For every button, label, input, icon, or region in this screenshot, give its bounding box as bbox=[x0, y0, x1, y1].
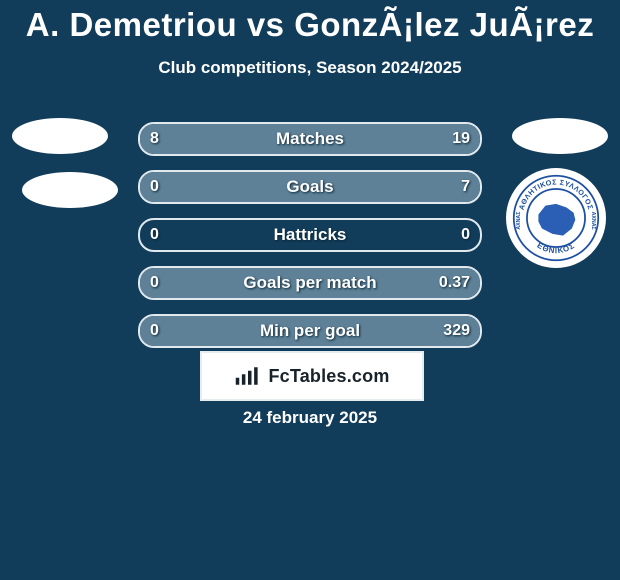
badge-text-left: ΑΧΝΑΣ bbox=[516, 212, 522, 230]
stat-value-left: 0 bbox=[150, 268, 159, 298]
stat-bar: Min per goal0 329 bbox=[138, 314, 482, 348]
stat-bar: Goals0 7 bbox=[138, 170, 482, 204]
stat-label: Goals bbox=[140, 172, 480, 202]
stat-value-left: 0 bbox=[150, 220, 159, 250]
stat-value-left: 0 bbox=[150, 316, 159, 346]
stat-value-right: 329 bbox=[443, 316, 470, 346]
club-right-badge: ΑΘΛΗΤΙΚΟΣ ΣΥΛΛΟΓΟΣ ΕΘΝΙΚΟΣ ΑΧΝΑΣ ΑΧΝΑΣ bbox=[506, 168, 606, 268]
page-title: A. Demetriou vs GonzÃ¡lez JuÃ¡rez bbox=[0, 0, 620, 44]
stat-value-left: 0 bbox=[150, 172, 159, 202]
stat-bar: Hattricks0 0 bbox=[138, 218, 482, 252]
stat-value-right: 7 bbox=[461, 172, 470, 202]
stat-label: Hattricks bbox=[140, 220, 480, 250]
badge-text-right: ΑΧΝΑΣ bbox=[590, 212, 596, 230]
page-subtitle: Club competitions, Season 2024/2025 bbox=[0, 58, 620, 78]
stat-value-right: 19 bbox=[452, 124, 470, 154]
player-right-avatar bbox=[512, 118, 608, 154]
club-left-avatar bbox=[22, 172, 118, 208]
player-left-avatar bbox=[12, 118, 108, 154]
brand-label: FcTables.com bbox=[268, 366, 389, 387]
stat-value-right: 0.37 bbox=[439, 268, 470, 298]
stat-bar: Matches8 19 bbox=[138, 122, 482, 156]
stat-value-left: 8 bbox=[150, 124, 159, 154]
stat-label: Min per goal bbox=[140, 316, 480, 346]
stats-panel: Matches819Goals07Hattricks00Goals per ma… bbox=[138, 122, 482, 362]
stat-label: Matches bbox=[140, 124, 480, 154]
stat-label: Goals per match bbox=[140, 268, 480, 298]
stat-value-right: 0 bbox=[461, 220, 470, 250]
stat-bar: Goals per match0 0.37 bbox=[138, 266, 482, 300]
brand-chart-icon bbox=[234, 365, 262, 387]
date-label: 24 february 2025 bbox=[0, 408, 620, 428]
brand-box[interactable]: FcTables.com bbox=[200, 351, 424, 401]
